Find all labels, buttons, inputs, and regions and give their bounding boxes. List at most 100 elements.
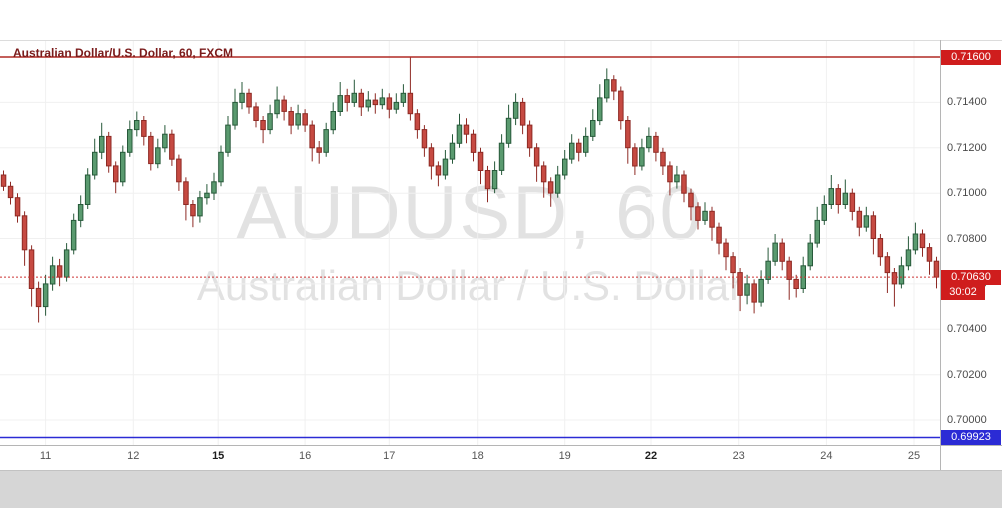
candle — [197, 190, 203, 223]
time-tick-label: 15 — [212, 450, 225, 462]
candle — [113, 161, 119, 194]
time-tick-label: 17 — [383, 450, 396, 462]
candle — [716, 222, 722, 255]
candle — [246, 88, 252, 114]
candle — [344, 88, 350, 112]
candle — [372, 93, 379, 114]
time-tick-label: 19 — [558, 450, 571, 462]
symbol-legend[interactable]: Australian Dollar/U.S. Dollar, 60, FXCM — [13, 46, 234, 60]
candle — [744, 274, 750, 305]
candle — [211, 172, 217, 200]
candle — [267, 104, 273, 135]
time-axis[interactable]: 11 12 15 16 17 18 19 22 23 24 25 — [0, 445, 940, 470]
candle — [863, 206, 870, 232]
candle — [35, 281, 42, 323]
candle — [597, 84, 603, 126]
candle — [912, 222, 919, 255]
price-tick-label: 0.71200 — [947, 141, 987, 154]
candlestick-plot[interactable] — [0, 40, 940, 445]
candle — [0, 170, 7, 191]
candle — [428, 143, 435, 180]
candle — [442, 150, 449, 180]
candle — [576, 138, 582, 162]
candle — [688, 188, 694, 221]
candle — [92, 138, 98, 180]
candle — [800, 256, 806, 293]
candle — [751, 279, 757, 314]
candle — [484, 165, 491, 203]
last-price-badge: 0.70630 — [941, 269, 1001, 285]
candle — [141, 116, 147, 146]
candle — [583, 127, 589, 157]
price-tick-label: 0.70200 — [947, 368, 987, 381]
candle — [316, 141, 322, 164]
candle — [309, 120, 315, 162]
candle — [379, 88, 386, 110]
price-axis[interactable]: 0.714000.712000.710000.708000.706000.704… — [940, 40, 1002, 470]
time-tick-label: 23 — [732, 450, 745, 462]
candle — [674, 165, 680, 189]
candle — [365, 91, 371, 112]
candle — [898, 256, 905, 289]
candle — [498, 134, 505, 175]
candle — [870, 211, 877, 255]
candle — [512, 93, 519, 126]
candle — [400, 84, 407, 107]
candle — [225, 116, 231, 157]
candle — [134, 111, 140, 137]
candle — [162, 125, 168, 153]
candle — [77, 195, 84, 228]
candle — [330, 102, 336, 135]
candle — [463, 118, 470, 144]
candle — [56, 258, 63, 287]
candle — [639, 138, 645, 171]
candle — [660, 147, 666, 175]
candle — [183, 177, 189, 221]
candle — [169, 129, 175, 166]
candle — [653, 131, 659, 162]
candle — [477, 147, 484, 185]
candle — [323, 122, 329, 157]
candle — [554, 165, 561, 198]
time-axis-border — [0, 445, 1002, 446]
candle — [106, 131, 112, 173]
candle — [695, 202, 701, 230]
candle — [42, 274, 49, 316]
candle — [337, 82, 343, 116]
candle — [127, 120, 133, 157]
candle — [491, 161, 498, 194]
candle — [21, 211, 28, 266]
candle — [155, 138, 161, 169]
candle — [70, 213, 77, 255]
candle — [569, 134, 575, 164]
support-price-badge: 0.69923 — [941, 430, 1001, 445]
candle — [709, 206, 715, 241]
price-tick-label: 0.70000 — [947, 414, 987, 426]
pane-top-border — [0, 40, 1002, 41]
candle — [758, 270, 764, 307]
time-tick-label: 25 — [907, 450, 921, 462]
candle — [667, 161, 673, 196]
candle — [435, 161, 442, 187]
candle — [63, 243, 70, 282]
candle — [821, 195, 827, 225]
chart-pane[interactable] — [0, 40, 940, 445]
candle — [786, 256, 792, 300]
candle — [274, 86, 280, 119]
candle — [835, 184, 841, 214]
candle — [905, 236, 912, 271]
candle — [877, 234, 884, 266]
candle — [120, 145, 126, 187]
candle — [204, 184, 210, 205]
candle — [49, 256, 56, 291]
candle — [302, 109, 308, 132]
candle — [849, 188, 856, 221]
time-tick-label: 16 — [298, 450, 312, 462]
candle — [765, 247, 771, 284]
candle — [232, 88, 238, 130]
candle — [386, 93, 393, 119]
candle — [547, 177, 554, 207]
candle — [239, 82, 245, 110]
candle — [730, 252, 736, 289]
